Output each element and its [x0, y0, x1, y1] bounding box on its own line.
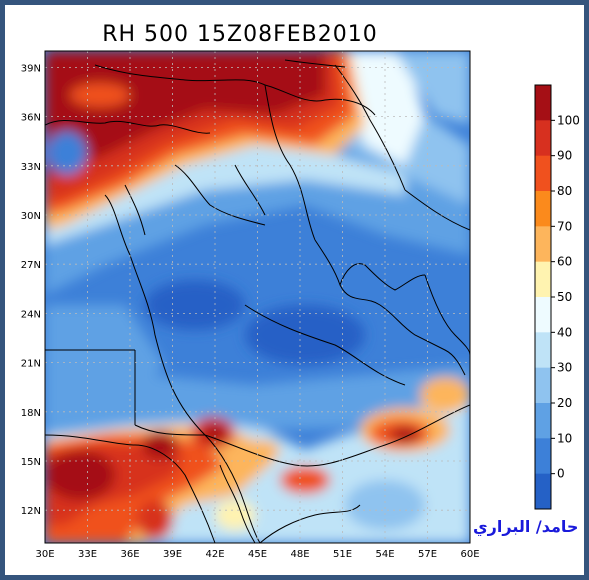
colorbar-label: 50 [557, 290, 572, 304]
colorbar-label: 80 [557, 184, 572, 198]
colorbar-swatch [535, 226, 551, 263]
colorbar-label: 40 [557, 325, 572, 339]
lat-tick-label: 27N [21, 260, 41, 271]
colorbar-swatch [535, 403, 551, 439]
lon-tick-label: 33E [78, 549, 97, 560]
colorbar-label: 60 [557, 255, 572, 269]
lon-tick-label: 60E [460, 549, 479, 560]
longitude-labels: 30E 33E 36E 39E 42E 45E 48E 51E 54E 57E 60E [35, 549, 479, 560]
colorbar-swatch [535, 120, 551, 157]
figure-frame: RH 500 15Z08FEB2010 [5, 5, 584, 575]
colorbar-swatch [535, 261, 551, 298]
humidity-map: 39N 36N 33N 30N 27N 24N 21N 18N 15N 12N 30E 33E 36E… [21, 50, 480, 560]
colorbar-boxes [534, 84, 552, 510]
lat-tick-label: 33N [21, 162, 41, 173]
colorbar-swatch [535, 297, 551, 333]
author-credit: حامد/ البراري [473, 517, 579, 536]
lat-tick-label: 30N [21, 211, 41, 222]
colorbar-label: 0 [557, 467, 565, 481]
chart-title: RH 500 15Z08FEB2010 [102, 22, 378, 47]
colorbar-label: 100 [557, 113, 580, 127]
lon-tick-label: 51E [333, 549, 352, 560]
lon-tick-label: 42E [205, 549, 224, 560]
lon-tick-label: 30E [35, 549, 54, 560]
plot-border [44, 50, 471, 544]
colorbar-label: 90 [557, 149, 572, 163]
lat-tick-label: 21N [21, 359, 41, 370]
lon-tick-label: 45E [248, 549, 267, 560]
lon-tick-label: 39E [163, 549, 182, 560]
lat-tick-label: 12N [21, 506, 41, 517]
colorbar-label: 70 [557, 219, 572, 233]
lon-tick-label: 48E [290, 549, 309, 560]
colorbar-label: 20 [557, 396, 572, 410]
colorbar-swatch [535, 332, 551, 369]
colorbar-swatch [535, 191, 551, 227]
lat-tick-label: 24N [21, 309, 41, 320]
colorbar-swatch [535, 85, 551, 121]
latitude-labels: 39N 36N 33N 30N 27N 24N 21N 18N 15N 12N [21, 63, 41, 517]
colorbar-label: 30 [557, 361, 572, 375]
lat-tick-label: 18N [21, 408, 41, 419]
colorbar-label: 10 [557, 431, 572, 445]
coastlines [45, 59, 470, 543]
colorbar-swatch [535, 473, 551, 510]
colorbar-swatch [535, 155, 551, 192]
colorbar-swatch [535, 367, 551, 404]
lat-tick-label: 36N [21, 113, 41, 124]
lon-tick-label: 57E [418, 549, 437, 560]
lon-tick-label: 36E [120, 549, 139, 560]
lat-tick-label: 39N [21, 63, 41, 74]
colorbar-swatch [535, 438, 551, 475]
lat-tick-label: 15N [21, 457, 41, 468]
lon-tick-label: 54E [375, 549, 394, 560]
